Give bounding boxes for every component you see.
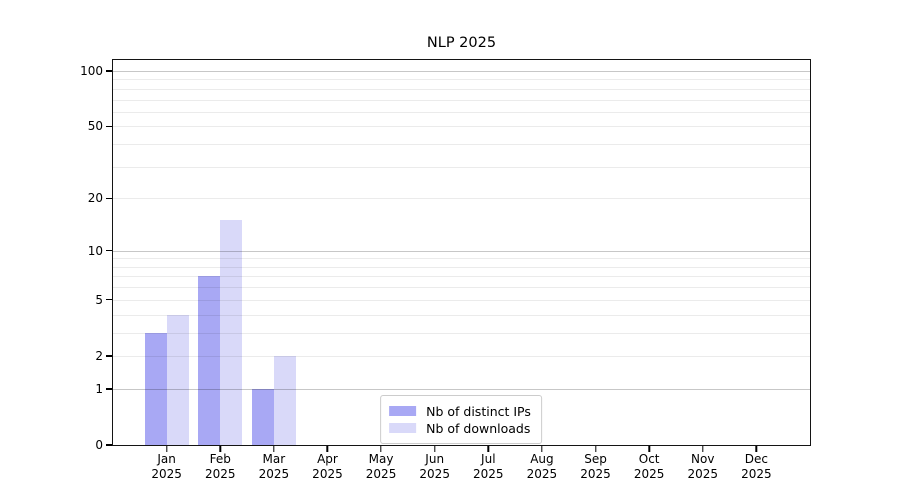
y-tick-label-2: 2: [95, 348, 103, 363]
y-tick-100: [106, 70, 112, 72]
gridline-minor-3: [113, 332, 810, 334]
x-tick-label-line: 2025: [633, 467, 665, 481]
gridline-minor-30: [113, 166, 810, 168]
x-tick-feb-2025: [219, 446, 221, 452]
x-tick-label-line: 2025: [312, 467, 343, 481]
gridline-minor-4: [113, 314, 810, 316]
legend-swatch-downloads: [389, 423, 417, 433]
gridline-minor-7: [113, 276, 810, 278]
x-tick-label-feb-2025: Feb 2025: [205, 452, 236, 482]
x-tick-label-line: Apr: [317, 452, 338, 466]
plot-area: 0 1 2 5 10 20 50 100 Jan 2025 Feb 2025 Mar 2025 Apr 202…: [80, 59, 811, 481]
x-tick-label-line: 2025: [258, 467, 290, 481]
gridline-major-100: [113, 70, 810, 72]
gridline-minor-20: [113, 198, 810, 200]
x-tick-jan-2025: [165, 446, 168, 452]
x-tick-label-oct-2025: Oct 2025: [634, 452, 665, 482]
gridline-major-10: [113, 250, 810, 252]
y-tick-20: [106, 197, 112, 199]
x-tick-label-line: Feb: [209, 452, 231, 466]
x-tick-label-line: 2025: [151, 467, 182, 481]
x-tick-label-line: Jan: [157, 452, 176, 466]
x-tick-label-nov-2025: Nov 2025: [687, 452, 718, 482]
legend-label-distinct-ips: Nb of distinct IPs: [426, 403, 531, 419]
bar-downloads-jan-2025: [166, 314, 189, 445]
x-tick-apr-2025: [326, 446, 329, 452]
gridline-minor-6: [113, 287, 810, 289]
gridline-major-1: [113, 388, 810, 390]
x-tick-label-line: Aug: [530, 452, 554, 466]
x-tick-label-line: 2025: [741, 467, 772, 481]
x-tick-label-line: 2025: [419, 467, 450, 481]
y-tick-label-0: 0: [95, 438, 103, 452]
bar-distinct-ips-mar-2025: [251, 388, 274, 445]
gridline-minor-5: [113, 299, 810, 301]
gridline-minor-50: [113, 126, 810, 128]
gridline-minor-80: [113, 88, 810, 90]
gridline-minor-9: [113, 258, 810, 260]
y-tick-label-100: 100: [80, 63, 103, 78]
x-tick-label-line: Sep: [584, 452, 607, 466]
x-tick-label-line: Jun: [425, 452, 445, 466]
x-tick-nov-2025: [702, 446, 704, 452]
x-tick-label-jan-2025: Jan 2025: [151, 452, 182, 482]
x-tick-oct-2025: [648, 446, 650, 452]
legend-item-distinct-ips: Nb of distinct IPs: [389, 403, 531, 419]
y-tick-label-20: 20: [87, 191, 103, 206]
x-tick-label-line: Dec: [744, 452, 768, 466]
x-tick-label-line: Jul: [481, 452, 496, 466]
chart-title: NLP 2025: [426, 35, 497, 51]
legend-item-downloads: Nb of downloads: [389, 420, 531, 436]
bar-distinct-ips-feb-2025: [198, 276, 221, 445]
y-tick-2: [106, 355, 112, 357]
y-tick-0: [106, 444, 112, 446]
x-tick-label-dec-2025: Dec 2025: [741, 452, 772, 482]
gridline-minor-90: [113, 79, 810, 81]
x-tick-dec-2025: [755, 446, 758, 452]
x-tick-label-line: 2025: [580, 467, 611, 481]
x-tick-jul-2025: [487, 446, 489, 452]
x-tick-label-aug-2025: Aug 2025: [527, 452, 558, 482]
x-tick-label-sep-2025: Sep 2025: [580, 452, 611, 482]
x-tick-may-2025: [380, 446, 382, 452]
bar-downloads-mar-2025: [273, 355, 296, 445]
y-tick-10: [106, 249, 112, 252]
x-tick-label-jul-2025: Jul 2025: [473, 452, 504, 482]
gridline-minor-60: [113, 111, 810, 113]
legend: Nb of distinct IPs Nb of downloads: [380, 395, 542, 444]
x-tick-label-apr-2025: Apr 2025: [312, 452, 343, 482]
x-tick-label-may-2025: May 2025: [366, 452, 397, 482]
x-tick-label-line: Mar: [262, 452, 286, 466]
y-tick-label-1: 1: [95, 381, 103, 396]
bar-distinct-ips-jan-2025: [144, 332, 167, 445]
x-tick-mar-2025: [273, 446, 275, 452]
x-tick-label-line: 2025: [473, 467, 504, 481]
x-tick-label-line: May: [368, 452, 394, 466]
x-tick-label-jun-2025: Jun 2025: [419, 452, 450, 482]
y-tick-1: [106, 388, 112, 390]
legend-label-downloads: Nb of downloads: [426, 420, 531, 436]
x-tick-label-mar-2025: Mar 2025: [259, 452, 290, 482]
legend-swatch-distinct-ips: [389, 406, 417, 416]
y-tick-label-50: 50: [87, 119, 103, 134]
x-tick-jun-2025: [433, 446, 436, 452]
y-tick-50: [106, 125, 112, 128]
x-tick-label-line: 2025: [687, 467, 719, 481]
x-tick-label-line: 2025: [365, 467, 397, 481]
x-tick-label-line: Oct: [638, 452, 660, 466]
gridline-minor-40: [113, 144, 810, 146]
y-tick-5: [106, 299, 112, 301]
x-tick-sep-2025: [594, 446, 597, 452]
x-tick-aug-2025: [541, 446, 543, 452]
x-tick-label-line: 2025: [204, 467, 236, 481]
x-tick-label-line: Nov: [691, 452, 715, 466]
gridline-minor-2: [113, 355, 810, 357]
y-tick-label-10: 10: [87, 243, 103, 258]
gridline-minor-70: [113, 99, 810, 101]
y-tick-label-5: 5: [95, 292, 103, 307]
x-tick-label-line: 2025: [526, 467, 558, 481]
gridline-minor-8: [113, 266, 810, 268]
bar-downloads-feb-2025: [220, 220, 243, 445]
